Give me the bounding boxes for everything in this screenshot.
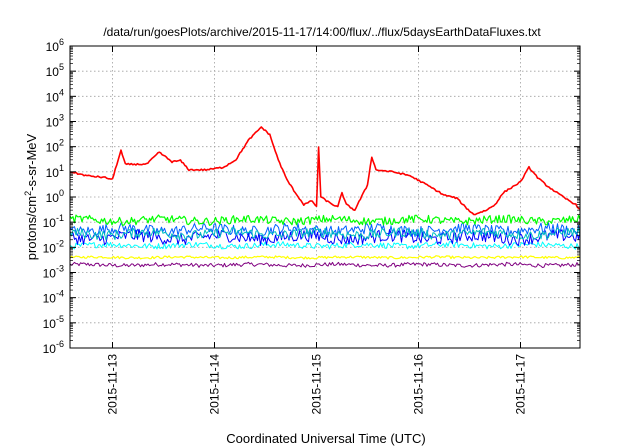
y-tick-label: 101 xyxy=(46,163,64,180)
y-tick-label: 10-3 xyxy=(43,264,64,281)
y-tick-label: 10-6 xyxy=(43,339,64,356)
series-line xyxy=(69,214,581,226)
y-tick-label: 105 xyxy=(46,62,64,79)
grid-layer xyxy=(70,46,580,348)
y-tick-label: 106 xyxy=(46,37,64,54)
y-tick-label: 100 xyxy=(46,188,64,205)
x-tick-label: 2015-11-16 xyxy=(412,354,426,415)
chart-title: /data/run/goesPlots/archive/2015-11-17/1… xyxy=(103,25,541,39)
series-line xyxy=(69,255,581,260)
series-layer xyxy=(69,126,581,268)
x-tick-label: 2015-11-15 xyxy=(310,354,324,415)
y-tick-label: 102 xyxy=(46,138,64,155)
y-tick-label: 10-2 xyxy=(43,238,64,255)
y-tick-label: 10-1 xyxy=(43,213,64,230)
y-tick-label: 103 xyxy=(46,113,64,130)
tick-layer: 10-6 10-5 10-4 10-3 10-2 10-1 100 101 102 103 104 1… xyxy=(43,37,580,415)
series-line xyxy=(69,226,581,241)
series-line xyxy=(69,261,581,268)
x-tick-label: 2015-11-17 xyxy=(514,354,528,415)
x-tick-label: 2015-11-13 xyxy=(106,354,120,415)
y-tick-label: 10-5 xyxy=(43,314,64,331)
x-tick-label: 2015-11-14 xyxy=(208,354,222,415)
y-tick-label: 104 xyxy=(46,87,64,104)
y-tick-label: 10-4 xyxy=(43,289,64,306)
y-axis-title: protons/cm2-s-sr-MeV xyxy=(23,133,39,260)
series-line xyxy=(69,241,581,250)
series-line xyxy=(69,126,581,216)
x-axis-title: Coordinated Universal Time (UTC) xyxy=(226,431,425,446)
